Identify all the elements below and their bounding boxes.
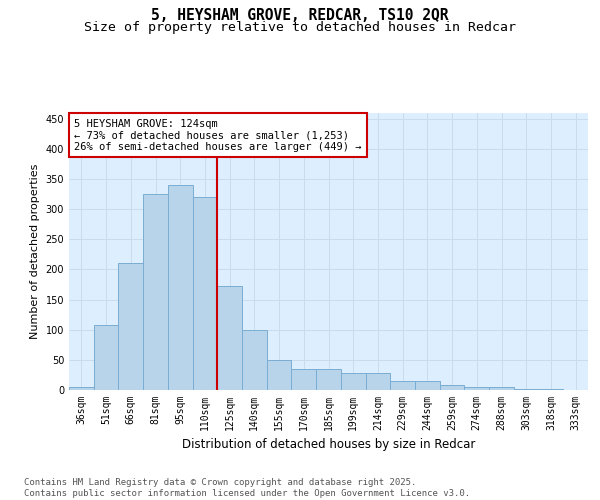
X-axis label: Distribution of detached houses by size in Redcar: Distribution of detached houses by size … bbox=[182, 438, 475, 452]
Bar bbox=[267, 360, 292, 390]
Text: Size of property relative to detached houses in Redcar: Size of property relative to detached ho… bbox=[84, 21, 516, 34]
Text: Contains HM Land Registry data © Crown copyright and database right 2025.
Contai: Contains HM Land Registry data © Crown c… bbox=[24, 478, 470, 498]
Bar bbox=[217, 286, 242, 390]
Bar bbox=[168, 185, 193, 390]
Bar bbox=[464, 387, 489, 390]
Bar bbox=[365, 372, 390, 390]
Y-axis label: Number of detached properties: Number of detached properties bbox=[30, 164, 40, 339]
Bar bbox=[440, 385, 464, 390]
Bar bbox=[415, 381, 440, 390]
Bar bbox=[489, 387, 514, 390]
Bar bbox=[193, 197, 217, 390]
Bar bbox=[143, 194, 168, 390]
Bar bbox=[292, 369, 316, 390]
Bar bbox=[316, 369, 341, 390]
Bar bbox=[390, 381, 415, 390]
Text: 5 HEYSHAM GROVE: 124sqm
← 73% of detached houses are smaller (1,253)
26% of semi: 5 HEYSHAM GROVE: 124sqm ← 73% of detache… bbox=[74, 118, 361, 152]
Bar bbox=[69, 387, 94, 390]
Bar bbox=[118, 262, 143, 390]
Bar bbox=[242, 330, 267, 390]
Text: 5, HEYSHAM GROVE, REDCAR, TS10 2QR: 5, HEYSHAM GROVE, REDCAR, TS10 2QR bbox=[151, 8, 449, 22]
Bar bbox=[94, 326, 118, 390]
Bar bbox=[341, 372, 365, 390]
